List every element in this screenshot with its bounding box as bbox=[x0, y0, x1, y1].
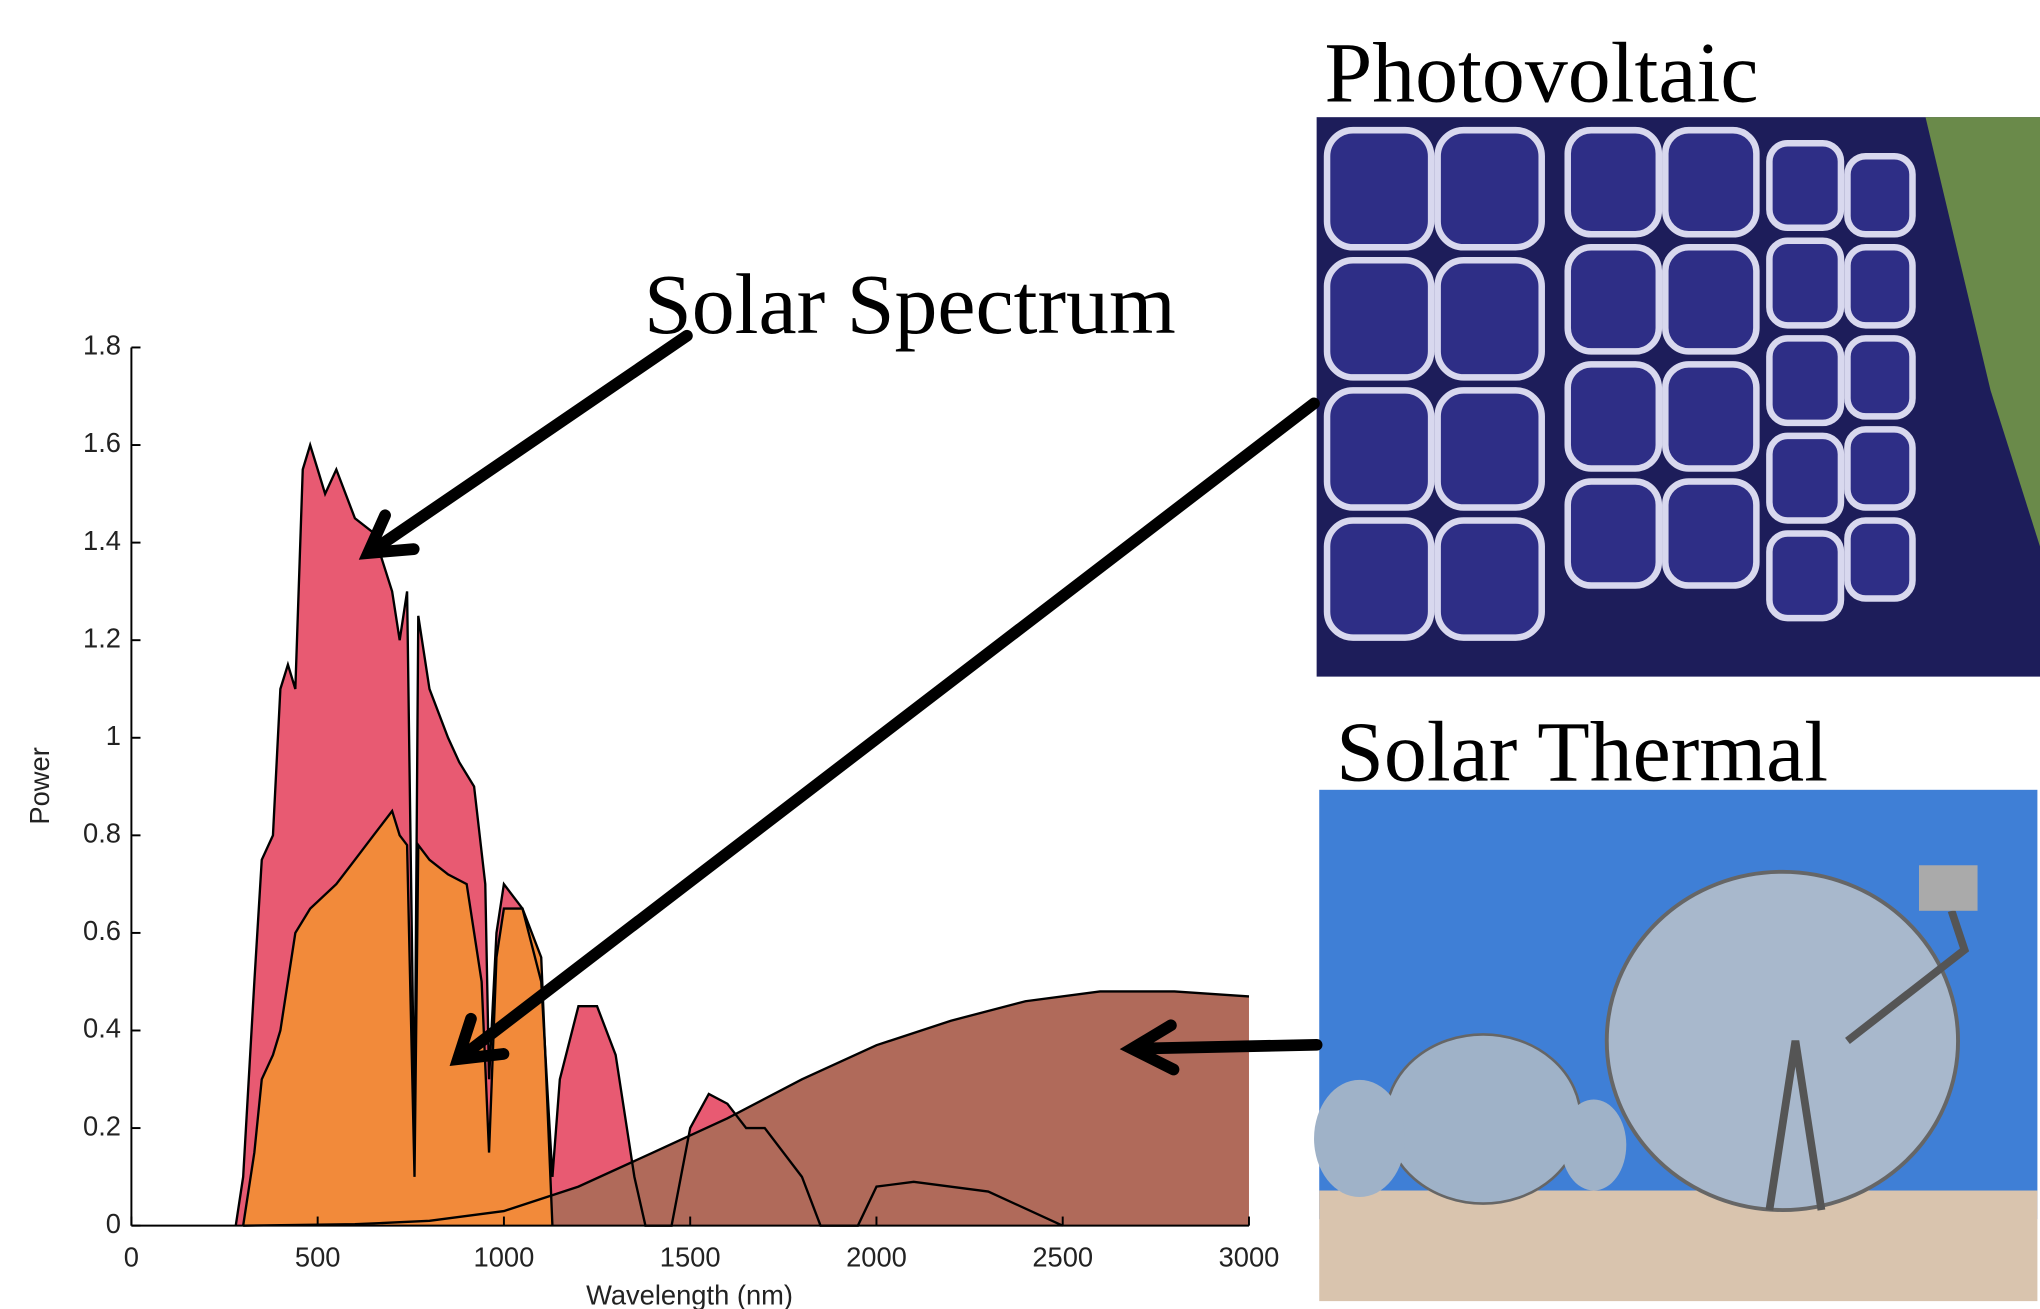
y-tick-label: 1.8 bbox=[83, 330, 121, 361]
pv-photo bbox=[1316, 117, 2040, 677]
x-tick-label: 2000 bbox=[846, 1242, 907, 1273]
x-tick-label: 2500 bbox=[1032, 1242, 1093, 1273]
x-tick-label: 1000 bbox=[474, 1242, 535, 1273]
y-tick-label: 0.6 bbox=[83, 915, 121, 946]
line bbox=[242, 808, 554, 1226]
line bbox=[234, 441, 1064, 1227]
annotation: Solar Spectrum bbox=[644, 256, 1176, 352]
area bbox=[243, 811, 553, 1226]
y-tick-label: 1 bbox=[106, 720, 121, 751]
x-tick-label: 3000 bbox=[1219, 1242, 1280, 1273]
x-axis-label: Wavelength (nm) bbox=[586, 1279, 793, 1309]
y-tick-label: 0.2 bbox=[83, 1110, 121, 1141]
y-axis-label: Power bbox=[24, 747, 55, 824]
y-tick-label: 1.4 bbox=[83, 525, 121, 556]
arrows bbox=[358, 329, 1323, 1076]
y-tick-label: 0 bbox=[106, 1208, 121, 1239]
annotation: Solar Thermal bbox=[1336, 704, 1828, 800]
y-tick-label: 0.4 bbox=[83, 1013, 121, 1044]
x-tick-label: 500 bbox=[295, 1242, 341, 1273]
y-tick-label: 0.8 bbox=[83, 818, 121, 849]
x-tick-label: 0 bbox=[124, 1242, 139, 1273]
x-tick-label: 1500 bbox=[660, 1242, 721, 1273]
annotation: Photovoltaic bbox=[1324, 25, 1758, 121]
y-tick-label: 1.6 bbox=[83, 427, 121, 458]
y-tick-label: 1.2 bbox=[83, 622, 121, 653]
thermal-photo bbox=[1314, 789, 2038, 1302]
line bbox=[243, 990, 1250, 1227]
plot: 0 0.2 0.4 0.6 0.8 1 1.2 1.4 1.6 1.8 0 500 1000 1500 20… bbox=[83, 330, 1279, 1273]
